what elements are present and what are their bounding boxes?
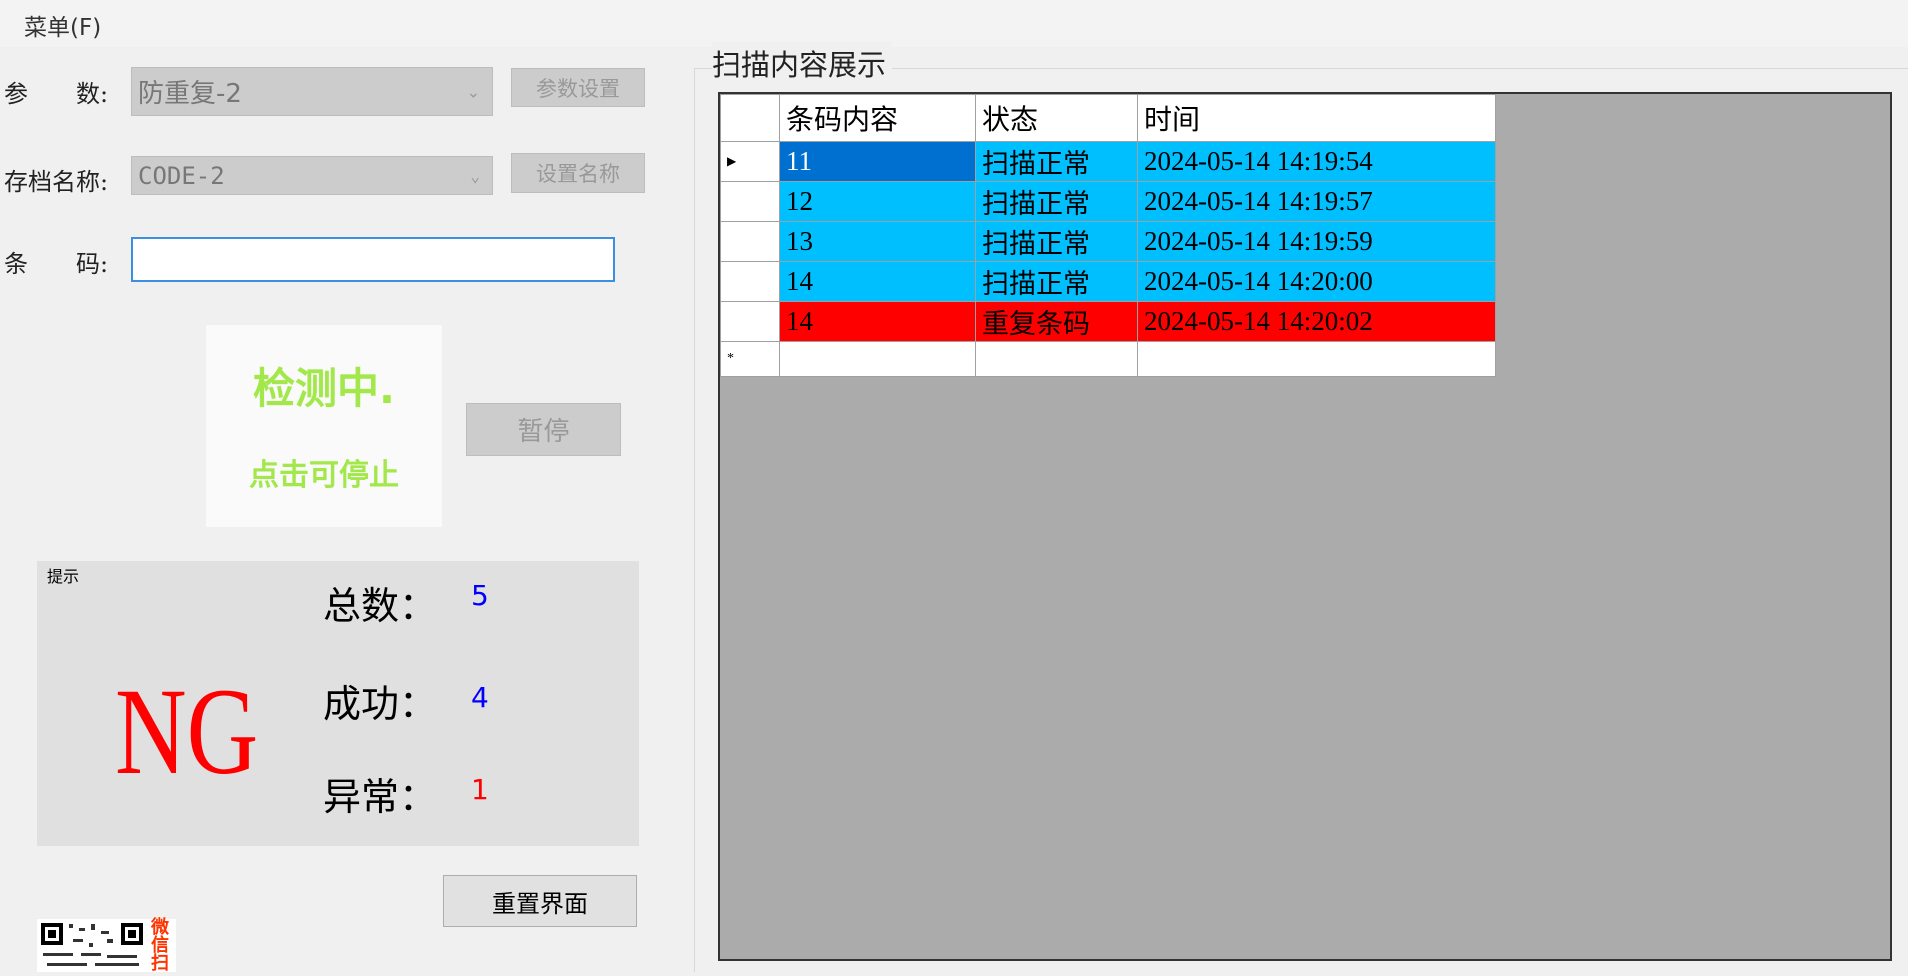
new-row-asterisk-icon[interactable]: *	[720, 341, 780, 377]
scan-group-title: 扫描内容展示	[712, 42, 893, 84]
barcode-input[interactable]	[131, 237, 615, 282]
detect-status-button[interactable]: 检测中. 点击可停止	[206, 325, 442, 527]
qr-code-icon	[41, 923, 143, 966]
wechat-qr-code: 微信扫	[37, 917, 176, 974]
pause-button[interactable]: 暂停	[466, 403, 621, 456]
success-value: 4	[471, 681, 489, 714]
cell-code[interactable]: 14	[779, 261, 976, 302]
status-title: 检测中.	[253, 364, 395, 413]
cell-time[interactable]: 2024-05-14 14:20:00	[1137, 261, 1496, 302]
row-header[interactable]	[720, 181, 780, 222]
cell-code[interactable]: 13	[779, 221, 976, 262]
cell-state[interactable]: 扫描正常	[975, 141, 1138, 182]
cell-code[interactable]	[779, 341, 976, 377]
row-header-corner	[720, 94, 780, 142]
cell-state[interactable]: 扫描正常	[975, 181, 1138, 222]
reset-button[interactable]: 重置界面	[443, 875, 637, 927]
params-select[interactable]: 防重复-2 ⌄	[131, 67, 493, 116]
archive-value: CODE-2	[138, 161, 225, 190]
total-value: 5	[471, 579, 489, 612]
tips-group: 提示 NG 总数： 5 成功： 4 异常： 1	[37, 561, 639, 846]
current-row-arrow-icon[interactable]: ▶	[720, 141, 780, 182]
error-value: 1	[471, 773, 489, 806]
cell-code[interactable]: 12	[779, 181, 976, 222]
table-row[interactable]: 12 扫描正常 2024-05-14 14:19:57	[720, 181, 1496, 222]
cell-state[interactable]: 重复条码	[975, 301, 1138, 342]
cell-time[interactable]: 2024-05-14 14:19:54	[1137, 141, 1496, 182]
error-label: 异常：	[323, 775, 438, 819]
cell-time[interactable]: 2024-05-14 14:19:57	[1137, 181, 1496, 222]
row-header[interactable]	[720, 221, 780, 262]
cell-time[interactable]	[1137, 341, 1496, 377]
group-border	[694, 68, 1908, 69]
table-row[interactable]: 14 重复条码 2024-05-14 14:20:02	[720, 301, 1496, 342]
column-header-state[interactable]: 状态	[975, 94, 1138, 142]
cell-code[interactable]: 14	[779, 301, 976, 342]
archive-select[interactable]: CODE-2 ⌄	[131, 156, 493, 195]
total-label: 总数：	[323, 584, 438, 628]
table-row[interactable]: 13 扫描正常 2024-05-14 14:19:59	[720, 221, 1496, 262]
param-settings-button[interactable]: 参数设置	[511, 68, 645, 107]
qr-caption: 微信扫	[151, 917, 169, 974]
scan-data-grid[interactable]: 条码内容 状态 时间 ▶ 11 扫描正常 2024-05-14 14:19:54 12 扫…	[718, 92, 1892, 961]
column-header-time[interactable]: 时间	[1137, 94, 1496, 142]
success-label: 成功：	[323, 682, 438, 726]
result-indicator: NG	[115, 663, 259, 800]
row-header[interactable]	[720, 261, 780, 302]
table-row[interactable]: 14 扫描正常 2024-05-14 14:20:00	[720, 261, 1496, 302]
chevron-down-icon: ⌄	[470, 166, 480, 185]
table-row[interactable]: ▶ 11 扫描正常 2024-05-14 14:19:54	[720, 141, 1496, 182]
cell-state[interactable]	[975, 341, 1138, 377]
barcode-label: 条 码:	[4, 250, 109, 278]
tips-title: 提示	[47, 567, 80, 586]
menu-file[interactable]: 菜单(F)	[24, 15, 102, 41]
column-header-code[interactable]: 条码内容	[779, 94, 976, 142]
menu-bar: 菜单(F)	[0, 0, 1908, 47]
params-value: 防重复-2	[138, 79, 242, 109]
cell-state[interactable]: 扫描正常	[975, 261, 1138, 302]
cell-time[interactable]: 2024-05-14 14:19:59	[1137, 221, 1496, 262]
cell-state[interactable]: 扫描正常	[975, 221, 1138, 262]
set-name-button[interactable]: 设置名称	[511, 153, 645, 193]
status-hint: 点击可停止	[249, 458, 399, 493]
cell-code[interactable]: 11	[779, 141, 976, 182]
archive-label: 存档名称:	[4, 168, 109, 196]
group-border-left	[694, 68, 695, 972]
chevron-down-icon: ⌄	[466, 82, 480, 101]
new-row[interactable]: *	[720, 341, 1496, 377]
cell-time[interactable]: 2024-05-14 14:20:02	[1137, 301, 1496, 342]
params-label: 参 数:	[4, 80, 109, 108]
grid-header-row: 条码内容 状态 时间	[720, 94, 1496, 142]
row-header[interactable]	[720, 301, 780, 342]
